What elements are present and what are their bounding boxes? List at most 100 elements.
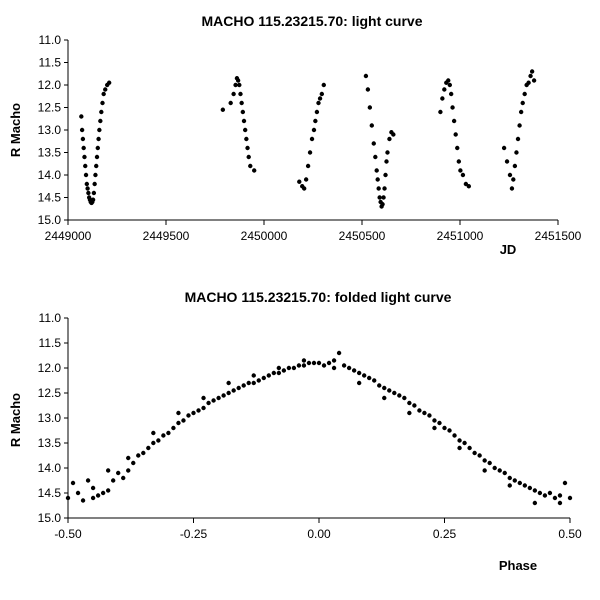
data-point	[392, 390, 397, 396]
data-point	[402, 395, 407, 401]
data-point	[520, 100, 525, 106]
data-point	[472, 450, 477, 456]
data-point	[382, 385, 387, 391]
y-axis-label: R Macho	[8, 393, 23, 447]
data-point	[83, 163, 88, 169]
data-point	[181, 418, 186, 423]
data-point	[502, 470, 507, 476]
chart-title: MACHO 115.23215.70: light curve	[202, 13, 423, 29]
folded-light-curve-chart: MACHO 115.23215.70: folded light curve R…	[8, 289, 582, 573]
chart-title: MACHO 115.23215.70: folded light curve	[185, 289, 452, 305]
y-tick-label: 13.0	[38, 123, 62, 137]
data-point	[526, 80, 531, 85]
y-tick-label: 14.5	[38, 486, 62, 500]
data-point	[301, 363, 307, 368]
data-point	[447, 428, 452, 433]
data-point	[286, 365, 292, 371]
data-point	[432, 425, 437, 431]
y-tick-label: 12.0	[38, 78, 62, 92]
data-point	[110, 478, 116, 483]
y-tick-label: 11.0	[39, 311, 62, 325]
data-point	[248, 163, 253, 169]
data-points	[65, 350, 573, 506]
data-point	[220, 107, 226, 112]
data-point	[95, 493, 101, 498]
data-point	[547, 490, 553, 496]
data-point	[256, 378, 261, 383]
data-point	[90, 495, 96, 501]
axes	[64, 317, 571, 523]
y-tick-label: 13.0	[38, 411, 62, 425]
y-tick-label: 15.0	[38, 213, 62, 227]
data-point	[211, 398, 216, 403]
data-point	[517, 123, 522, 128]
data-point	[94, 154, 100, 160]
data-point	[303, 177, 309, 182]
data-point	[85, 186, 90, 191]
data-point	[246, 154, 251, 160]
data-point	[384, 159, 389, 164]
data-point	[261, 375, 266, 381]
data-point	[407, 410, 412, 416]
data-point	[99, 109, 104, 115]
data-point	[522, 483, 528, 488]
data-point	[452, 433, 457, 438]
data-point	[316, 360, 322, 366]
data-point	[492, 465, 497, 471]
data-point	[377, 383, 382, 388]
data-point	[412, 403, 417, 408]
data-point	[336, 350, 342, 356]
data-point	[453, 132, 458, 137]
data-point	[240, 109, 246, 115]
x-tick-label: -0.50	[54, 527, 82, 541]
data-point	[196, 408, 201, 413]
data-point	[440, 96, 445, 101]
data-point	[557, 500, 563, 506]
data-point	[156, 438, 161, 443]
data-point	[136, 453, 141, 458]
data-point	[236, 385, 241, 391]
data-point	[361, 373, 367, 378]
data-point	[314, 109, 320, 115]
data-point	[201, 405, 206, 411]
data-point	[231, 388, 236, 393]
data-point	[92, 181, 97, 187]
data-point	[239, 100, 244, 106]
data-point	[542, 493, 548, 498]
data-point	[309, 136, 315, 142]
data-point	[387, 136, 392, 142]
data-point	[446, 78, 451, 83]
data-point	[497, 468, 502, 473]
data-point	[365, 87, 371, 92]
data-point	[176, 420, 181, 426]
data-point	[482, 458, 487, 463]
data-point	[281, 368, 287, 373]
data-point	[417, 408, 422, 413]
data-point	[75, 490, 81, 496]
y-tick-label: 11.5	[39, 56, 62, 70]
x-tick-labels: 2449000 2449500 2450000 2450500 2451000 24515…	[45, 229, 582, 243]
data-point	[316, 100, 321, 106]
data-point	[529, 69, 535, 74]
data-point	[512, 163, 518, 169]
data-point	[346, 365, 352, 371]
data-point	[301, 186, 307, 191]
x-tick-label: 0.25	[433, 527, 457, 541]
data-point	[387, 388, 392, 393]
data-point	[460, 172, 466, 178]
data-point	[90, 197, 96, 202]
data-point	[101, 91, 106, 97]
data-point	[466, 184, 472, 189]
data-point	[512, 478, 517, 483]
data-point	[457, 445, 462, 451]
data-point	[407, 400, 412, 406]
data-point	[305, 163, 311, 169]
data-point	[237, 82, 242, 88]
y-tick-label: 11.0	[39, 33, 62, 47]
data-point	[442, 87, 447, 92]
data-point	[507, 172, 513, 178]
data-point	[93, 172, 98, 178]
data-point	[376, 186, 381, 191]
data-point	[458, 168, 463, 173]
